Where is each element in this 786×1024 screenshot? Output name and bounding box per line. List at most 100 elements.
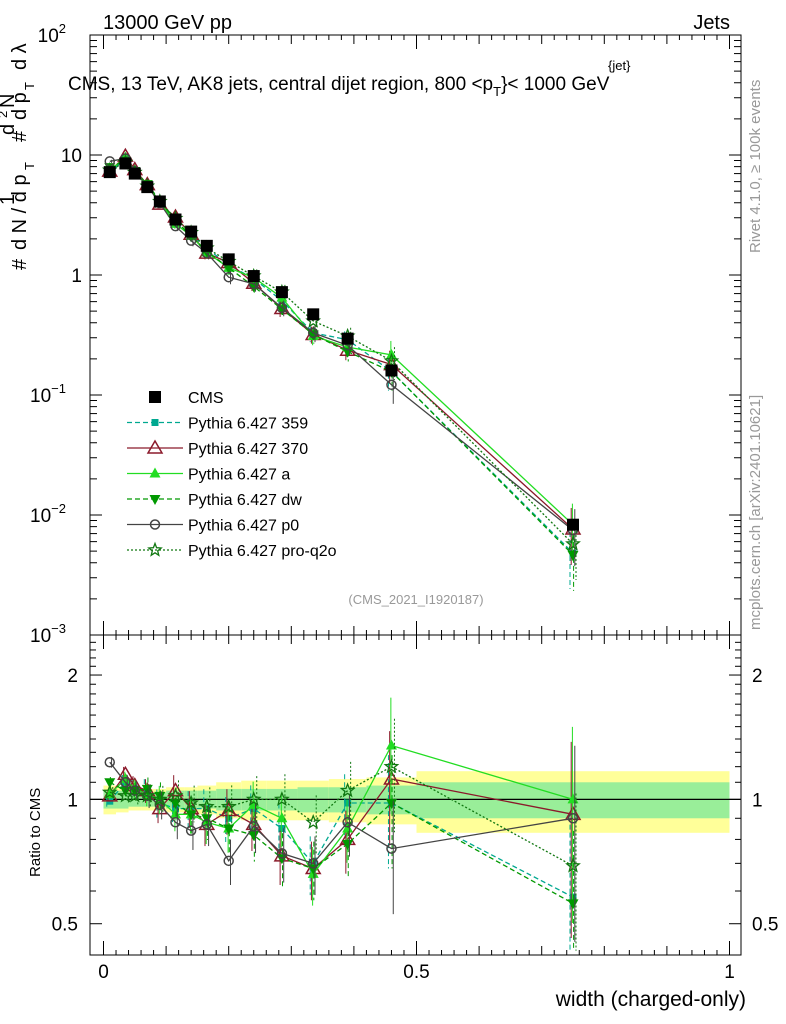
data-point bbox=[128, 167, 141, 180]
svg-text:d λ: d λ bbox=[9, 43, 31, 70]
data-point bbox=[153, 195, 166, 208]
data-point bbox=[104, 756, 116, 768]
data-point bbox=[223, 855, 234, 867]
data-point bbox=[307, 308, 320, 321]
svg-text:N: N bbox=[0, 94, 19, 108]
legend-entry: Pythia 6.427 dw bbox=[127, 492, 302, 509]
data-point bbox=[385, 739, 397, 750]
series bbox=[101, 147, 582, 951]
data-point bbox=[567, 550, 579, 561]
legend-entry: Pythia 6.427 a bbox=[127, 467, 290, 484]
data-point bbox=[383, 758, 400, 774]
data-point bbox=[223, 824, 235, 835]
data-point bbox=[565, 535, 581, 551]
data-point bbox=[149, 519, 161, 530]
data-point bbox=[104, 778, 116, 789]
data-point bbox=[101, 783, 118, 800]
plot-title-post: }< 1000 GeV bbox=[501, 74, 610, 95]
data-point bbox=[307, 327, 319, 339]
data-point bbox=[147, 541, 163, 557]
legend-label: Pythia 6.427 a bbox=[188, 467, 290, 484]
data-point bbox=[220, 798, 237, 814]
data-point bbox=[276, 305, 288, 316]
data-point bbox=[120, 777, 131, 788]
data-point bbox=[185, 825, 197, 836]
data-point bbox=[383, 770, 400, 785]
legend-label: Pythia 6.427 dw bbox=[188, 492, 302, 509]
svg-text:#: # bbox=[9, 130, 31, 142]
data-point bbox=[307, 330, 319, 341]
data-point bbox=[386, 379, 397, 391]
data-point bbox=[248, 830, 260, 841]
axes: 10−3 10−2 10−1 1 10 102 0 0.5 1 0.5 0.5 1 1 2 2 bbox=[30, 21, 778, 983]
data-point bbox=[273, 791, 290, 807]
legend-entry: Pythia 6.427 370 bbox=[127, 439, 308, 458]
data-point bbox=[119, 157, 132, 170]
data-point bbox=[200, 239, 213, 252]
y-tick-label: 1 bbox=[71, 266, 82, 287]
data-point bbox=[385, 364, 398, 377]
svg-text:T: T bbox=[22, 162, 37, 170]
data-point bbox=[185, 810, 197, 821]
data-point bbox=[567, 813, 579, 824]
data-point bbox=[276, 848, 288, 859]
data-point bbox=[149, 467, 161, 478]
data-point bbox=[129, 786, 141, 797]
ratio-tick-label: 0.5 bbox=[752, 915, 778, 936]
data-point bbox=[149, 391, 161, 403]
x-axis-label: width (charged-only) bbox=[555, 988, 746, 1011]
legend-entry: Pythia 6.427 pro-q2o bbox=[127, 541, 337, 560]
plot-title-sup: {jet} bbox=[608, 58, 631, 73]
svg-text:d p: d p bbox=[9, 92, 31, 120]
data-point bbox=[341, 332, 354, 345]
data-point bbox=[569, 893, 577, 901]
data-point bbox=[342, 817, 353, 828]
y-tick-label: 10−2 bbox=[30, 501, 66, 527]
data-point bbox=[198, 798, 215, 814]
legend-label: Pythia 6.427 359 bbox=[188, 416, 308, 433]
data-point bbox=[151, 791, 168, 807]
data-point bbox=[248, 821, 259, 832]
data-point bbox=[339, 782, 356, 798]
rivet-label: Rivet 4.1.0, ≥ 100k events bbox=[747, 80, 764, 253]
y-tick-label: 10−3 bbox=[30, 621, 66, 647]
data-point bbox=[305, 814, 322, 830]
data-point bbox=[183, 794, 199, 810]
svg-text:#: # bbox=[9, 258, 31, 270]
ratio-tick-label: 2 bbox=[752, 666, 763, 687]
svg-text:2: 2 bbox=[0, 111, 10, 118]
legend-label: Pythia 6.427 pro-q2o bbox=[188, 543, 337, 560]
y-tick-label: 10 bbox=[61, 146, 82, 167]
legend-label: Pythia 6.427 370 bbox=[188, 441, 308, 458]
svg-text:1: 1 bbox=[0, 194, 19, 205]
data-point bbox=[126, 787, 143, 803]
svg-text:d N / d p: d N / d p bbox=[9, 174, 31, 250]
data-point bbox=[146, 439, 164, 454]
data-point bbox=[129, 785, 141, 796]
data-point bbox=[386, 843, 397, 854]
data-point bbox=[248, 282, 260, 293]
x-tick-label: 0.5 bbox=[403, 962, 429, 983]
svg-text:d: d bbox=[0, 124, 19, 135]
data-point bbox=[223, 271, 234, 283]
data-point bbox=[278, 825, 286, 833]
plot-title-sub: T bbox=[493, 84, 501, 99]
ratio-tick-label: 1 bbox=[752, 790, 763, 811]
data-point bbox=[248, 798, 260, 809]
ratio-frame bbox=[89, 634, 742, 956]
series-line-main bbox=[109, 156, 574, 526]
data-point bbox=[141, 181, 154, 194]
data-point bbox=[567, 793, 579, 804]
ratio-tick-label: 1 bbox=[67, 790, 78, 811]
data-point bbox=[564, 805, 582, 821]
legend-entry: Pythia 6.427 p0 bbox=[127, 518, 299, 535]
data-point bbox=[169, 808, 181, 819]
legend: CMS Pythia 6.427 359 Pythia 6.427 370 Pythi… bbox=[127, 390, 337, 560]
data-point bbox=[167, 787, 184, 803]
data-point bbox=[385, 799, 397, 810]
data-point bbox=[222, 253, 235, 266]
x-tick-label: 1 bbox=[724, 962, 735, 983]
ratio-tick-label: 2 bbox=[67, 666, 78, 687]
data-point bbox=[245, 791, 262, 807]
